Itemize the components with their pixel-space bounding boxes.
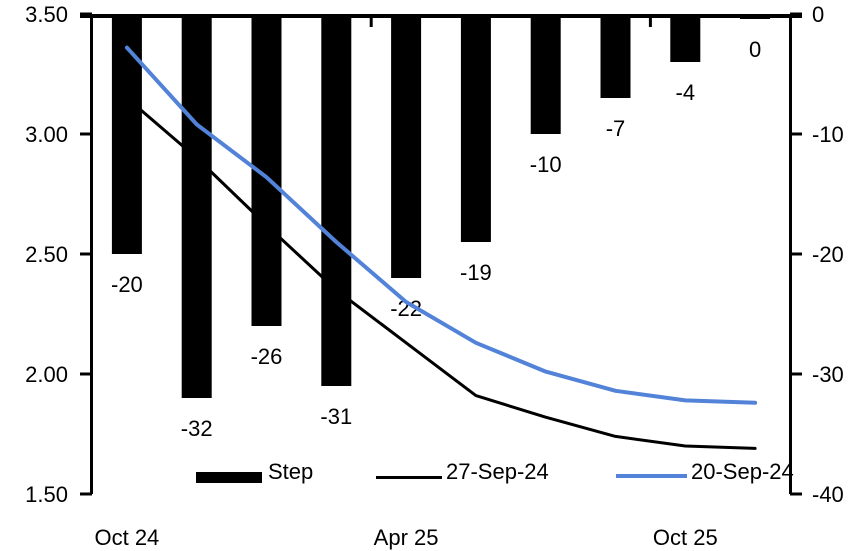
- right-axis-tick-label: -30: [812, 362, 844, 387]
- step-bar: [600, 14, 631, 98]
- left-axis-tick-label: 2.50: [25, 242, 68, 267]
- left-axis-tick-label: 3.00: [25, 122, 68, 147]
- left-axis-tick-label: 3.50: [25, 2, 68, 27]
- bar-data-label: -20: [111, 272, 143, 297]
- step-bar: [530, 14, 561, 134]
- bar-data-label: -4: [676, 80, 696, 105]
- step-bar: [670, 14, 701, 62]
- legend-line-swatch-20sep: [616, 474, 687, 478]
- left-axis-tick-label: 1.50: [25, 482, 68, 507]
- bar-data-label: -31: [320, 404, 352, 429]
- bar-data-label: -26: [251, 344, 283, 369]
- step-bar: [111, 14, 142, 254]
- legend-label-27sep: 27-Sep-24: [446, 459, 549, 484]
- bar-data-label: -10: [530, 152, 562, 177]
- x-axis-label: Oct 25: [653, 525, 718, 550]
- step-bar: [391, 14, 422, 278]
- right-axis-tick-label: 0: [812, 2, 824, 27]
- step-bar: [181, 14, 212, 398]
- rate-path-line-20sep: [124, 45, 758, 405]
- bar-data-label: -7: [606, 116, 626, 141]
- x-axis-label: Apr 25: [374, 525, 439, 550]
- right-axis-tick-label: -20: [812, 242, 844, 267]
- x-axis-label: Oct 24: [94, 525, 159, 550]
- legend-label-20sep: 20-Sep-24: [691, 459, 794, 484]
- right-axis-tick-label: -10: [812, 122, 844, 147]
- legend-label-step: Step: [268, 459, 314, 484]
- legend-bar-swatch: [196, 472, 262, 483]
- bar-data-label: -32: [181, 416, 213, 441]
- legend-line-swatch-27sep: [376, 476, 442, 479]
- right-axis-tick-label: -40: [812, 482, 844, 507]
- rate-path-line-27sep: [125, 96, 757, 450]
- bar-data-label: -19: [460, 260, 492, 285]
- bar-data-label: 0: [749, 37, 761, 62]
- left-axis-tick-label: 2.00: [25, 362, 68, 387]
- step-bar: [460, 14, 491, 242]
- step-bar: [321, 14, 352, 386]
